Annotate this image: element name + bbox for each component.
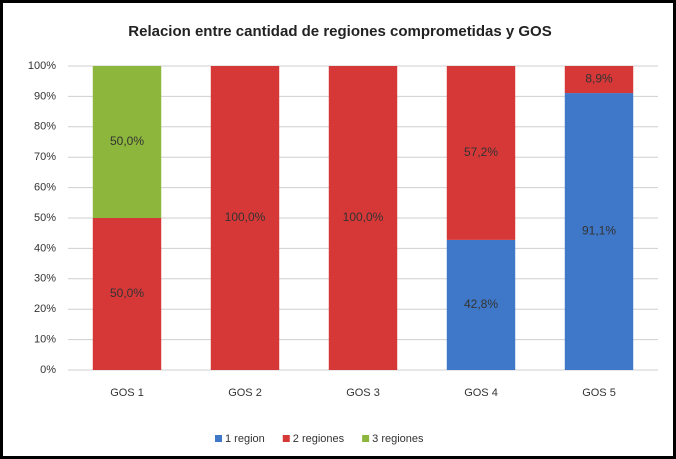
y-tick-label: 80% [34,121,56,133]
legend-label: 2 regiones [293,433,345,445]
y-tick-label: 40% [34,242,56,254]
bar-segment [564,93,634,370]
data-label: 50,0% [110,286,144,300]
y-tick-label: 100% [28,60,56,72]
x-tick-label: GOS 2 [228,387,262,399]
data-label: 50,0% [110,134,144,148]
bar-segment [92,218,162,370]
data-label: 42,8% [464,297,498,311]
bar-segment [210,66,280,370]
data-label: 8,9% [585,72,613,86]
legend-label: 1 region [225,433,265,445]
bar-segment [564,66,634,94]
y-tick-label: 70% [34,151,56,163]
y-tick-label: 0% [40,364,56,376]
legend-swatch [215,435,222,442]
x-tick-label: GOS 1 [110,387,144,399]
data-label: 100,0% [225,210,266,224]
bar-segment [328,66,398,370]
chart-title: Relacion entre cantidad de regiones comp… [128,23,551,40]
y-tick-label: 10% [34,334,56,346]
bar-segment [446,239,516,370]
y-tick-label: 20% [34,303,56,315]
legend-swatch [362,435,370,442]
y-tick-label: 90% [34,90,56,102]
y-tick-label: 30% [34,273,56,285]
y-tick-label: 60% [34,182,56,194]
bar-segment [92,66,162,218]
x-tick-label: GOS 4 [464,387,498,399]
legend-label: 3 regiones [372,433,424,445]
x-tick-label: GOS 3 [346,387,380,399]
bar-segment [446,66,516,240]
data-label: 57,2% [464,145,498,159]
y-tick-label: 50% [34,212,56,224]
legend-swatch [282,435,290,442]
data-label: 100,0% [343,210,384,224]
x-tick-label: GOS 5 [582,387,616,399]
data-label: 91,1% [582,224,616,238]
